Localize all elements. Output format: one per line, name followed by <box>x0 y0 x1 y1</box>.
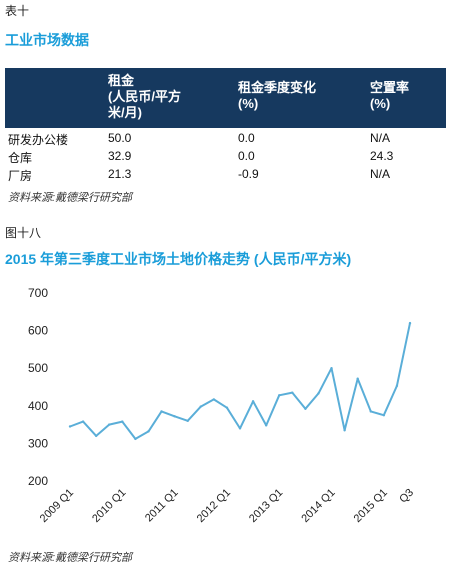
data-point-6 <box>147 430 150 433</box>
data-point-20 <box>330 367 333 370</box>
x-tick-label-1: 2010 Q1 <box>90 487 128 525</box>
data-point-7 <box>160 410 163 413</box>
data-point-26 <box>408 321 412 325</box>
x-tick-label-0: 2009 Q1 <box>38 487 76 525</box>
x-tick-label-7: Q3 <box>397 487 416 506</box>
data-point-4 <box>121 420 124 423</box>
y-tick-label-1: 300 <box>28 436 48 450</box>
x-tick-label-4: 2013 Q1 <box>247 487 285 525</box>
row-factory-label: 厂房 <box>8 169 33 183</box>
y-tick-label-4: 600 <box>28 324 48 338</box>
row-warehouse-change: 0.0 <box>238 149 255 163</box>
table-label: 表十 <box>5 4 30 18</box>
data-point-23 <box>369 410 372 413</box>
row-factory-vacancy: N/A <box>370 167 391 181</box>
chart-title: 2015 年第三季度工业市场土地价格走势 (人民币/平方米) <box>5 251 352 267</box>
data-point-13 <box>238 427 242 430</box>
data-point-0 <box>68 425 72 428</box>
row-warehouse-rent: 32.9 <box>108 149 132 163</box>
data-point-18 <box>304 407 307 411</box>
y-tick-label-0: 200 <box>28 474 48 488</box>
data-point-19 <box>317 392 320 395</box>
row-rd-office-label: 研发办公楼 <box>8 133 69 147</box>
row-rd-office-rent: 50.0 <box>108 131 132 145</box>
header-vacancy: 空置率 (%) <box>370 80 410 111</box>
y-tick-label-2: 400 <box>28 399 48 413</box>
data-point-25 <box>395 384 399 388</box>
data-point-14 <box>251 400 255 403</box>
table-title: 工业市场数据 <box>5 32 89 48</box>
y-tick-label-3: 500 <box>28 361 48 375</box>
data-point-22 <box>356 377 359 380</box>
data-point-12 <box>225 406 229 409</box>
data-point-1 <box>81 420 85 423</box>
y-tick-label-5: 700 <box>28 286 48 300</box>
data-point-21 <box>343 429 346 432</box>
x-tick-label-5: 2014 Q1 <box>299 487 337 525</box>
x-tick-label-3: 2012 Q1 <box>195 487 233 525</box>
data-point-9 <box>186 419 189 423</box>
row-factory-change: -0.9 <box>238 167 259 181</box>
data-point-24 <box>382 414 386 417</box>
data-point-16 <box>278 394 281 397</box>
data-point-17 <box>291 391 294 394</box>
data-point-15 <box>264 424 268 427</box>
row-warehouse-label: 仓库 <box>8 151 33 165</box>
header-rent: 租金 (人民币/平方 米/月) <box>108 73 181 120</box>
data-point-8 <box>173 415 176 418</box>
data-point-10 <box>199 405 202 408</box>
data-point-5 <box>134 437 137 441</box>
x-tick-label-2: 2011 Q1 <box>143 487 181 525</box>
x-tick-label-6: 2015 Q1 <box>352 487 390 525</box>
data-point-2 <box>94 434 98 438</box>
header-rent-change: 租金季度变化 (%) <box>238 80 317 111</box>
row-rd-office-vacancy: N/A <box>370 131 391 145</box>
data-point-11 <box>212 398 216 401</box>
table-source: 资料来源:戴德梁行研究部 <box>8 192 133 204</box>
row-rd-office-change: 0.0 <box>238 131 255 145</box>
row-factory-rent: 21.3 <box>108 167 132 181</box>
series-line-0 <box>69 322 411 440</box>
row-warehouse-vacancy: 24.3 <box>370 149 394 163</box>
table-header: 租金 (人民币/平方 米/月) 租金季度变化 (%) 空置率 (%) <box>5 68 446 128</box>
line-chart: 200 300 400 500 600 700 2009 Q1 2010 Q1 2011 Q1 2… <box>28 286 416 525</box>
figure-label: 图十八 <box>5 226 42 240</box>
chart-source: 资料来源:戴德梁行研究部 <box>8 552 133 564</box>
data-point-3 <box>108 423 111 426</box>
